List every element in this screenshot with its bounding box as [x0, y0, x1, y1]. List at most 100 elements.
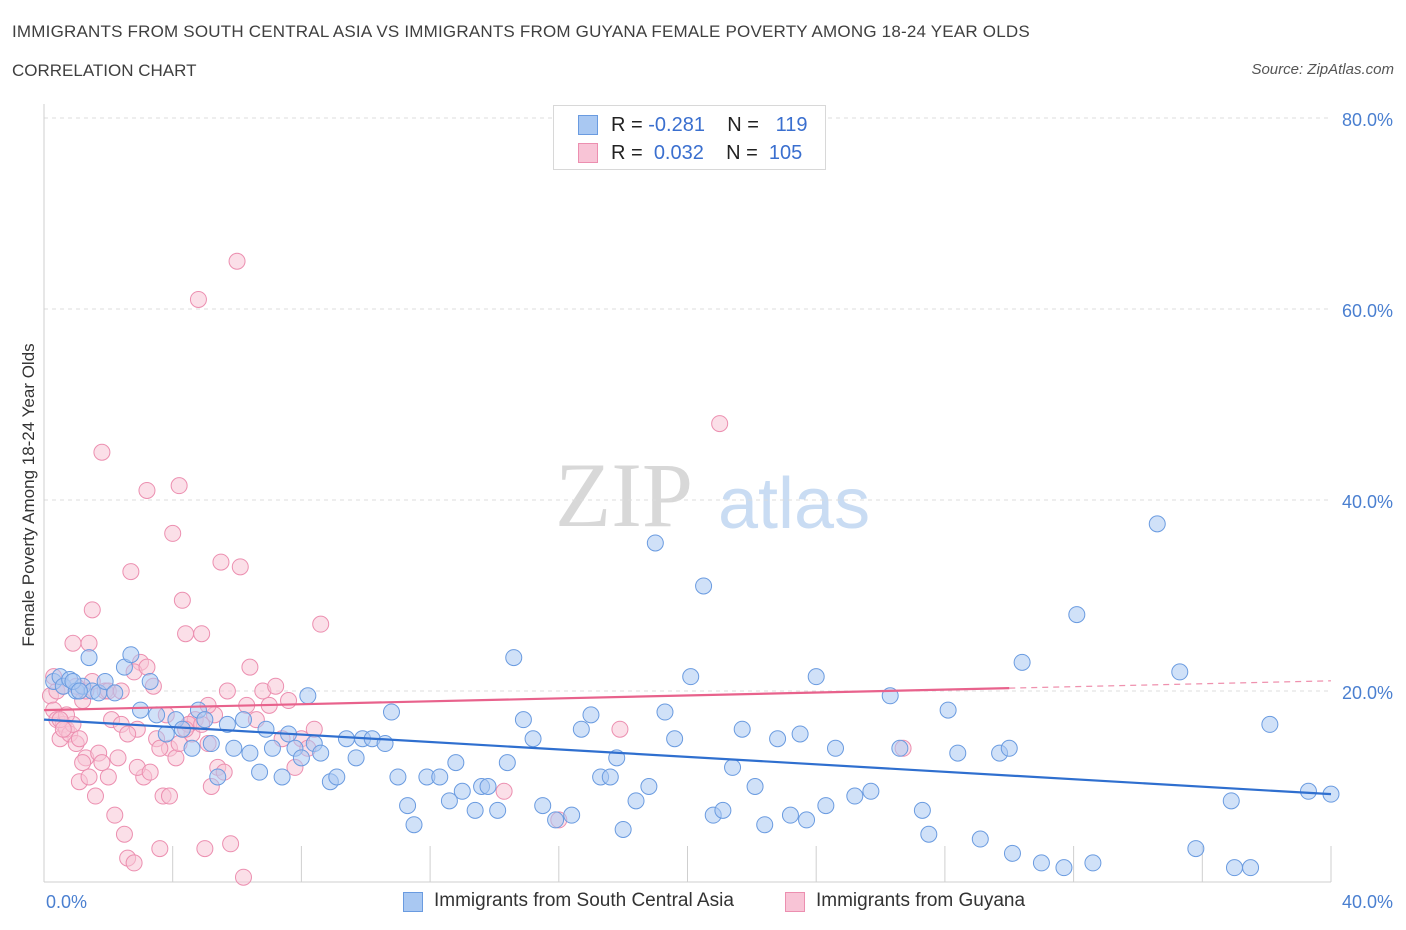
south-central-asia-point	[263, 739, 281, 757]
guyana-point	[193, 625, 211, 643]
r-value-pink: 0.032	[653, 142, 704, 164]
south-central-asia-point	[769, 730, 787, 748]
south-central-asia-point	[913, 801, 931, 819]
south-central-asia-point	[582, 706, 600, 724]
south-central-asia-point	[183, 739, 201, 757]
n-label: N =	[727, 114, 759, 136]
south-central-asia-point	[447, 754, 465, 772]
south-central-asia-point	[547, 811, 565, 829]
guyana-point	[109, 749, 127, 767]
south-central-asia-point	[1000, 739, 1018, 757]
south-central-asia-point	[827, 739, 845, 757]
south-central-asia-point	[733, 720, 751, 738]
guyana-point	[167, 749, 185, 767]
south-central-asia-point	[251, 763, 269, 781]
south-central-asia-point	[328, 768, 346, 786]
south-central-asia-point	[514, 711, 532, 729]
guyana-point	[125, 854, 143, 872]
south-central-asia-point	[80, 649, 98, 667]
south-central-asia-point	[299, 687, 317, 705]
south-central-asia-point	[798, 811, 816, 829]
guyana-point	[138, 658, 156, 676]
south-central-asia-point	[862, 782, 880, 800]
south-central-asia-point	[640, 778, 658, 795]
south-central-asia-point	[781, 806, 799, 824]
south-central-asia-point	[572, 720, 590, 738]
south-central-asia-point	[714, 801, 732, 819]
south-central-asia-point	[466, 801, 484, 819]
legend-label: Immigrants from Guyana	[816, 890, 1026, 911]
guyana-point	[222, 835, 240, 853]
y-axis-title: Female Poverty Among 18-24 Year Olds	[19, 343, 38, 646]
south-central-asia-point	[132, 701, 150, 719]
south-central-asia-point	[920, 825, 938, 843]
south-central-asia-point	[202, 735, 220, 753]
south-central-asia-point	[1084, 854, 1102, 872]
guyana-point	[70, 730, 88, 748]
guyana-point	[138, 481, 156, 499]
south-central-asia-point	[846, 787, 864, 805]
x-tick-label: 0.0%	[46, 892, 87, 912]
guyana-point	[177, 625, 195, 643]
guyana-point	[115, 825, 133, 843]
south-central-asia-point	[209, 768, 227, 786]
r-label: R =	[611, 142, 643, 164]
south-central-asia-point	[312, 744, 330, 762]
guyana-point	[241, 658, 259, 676]
r-value-blue: -0.281	[648, 114, 705, 136]
south-central-asia-point	[148, 706, 166, 724]
south-central-asia-point	[273, 768, 291, 786]
guyana-point	[170, 477, 188, 495]
south-central-asia-point	[1187, 840, 1205, 858]
south-central-asia-point	[218, 715, 236, 733]
south-central-asia-point	[453, 782, 471, 800]
south-central-asia-point	[534, 797, 552, 815]
guyana-point	[160, 787, 178, 805]
south-central-asia-point	[505, 649, 523, 667]
guyana-point	[218, 682, 236, 700]
south-central-asia-point	[646, 534, 664, 552]
guyana-point	[151, 840, 169, 858]
south-central-asia-point	[1171, 663, 1189, 681]
pink-swatch	[785, 892, 805, 912]
south-central-asia-point	[682, 668, 700, 686]
guyana-trendline	[43, 687, 1010, 712]
south-central-asia-point	[1055, 859, 1073, 877]
guyana-point	[611, 720, 629, 738]
n-value-pink: 105	[768, 142, 803, 164]
south-central-asia-point	[791, 725, 809, 743]
south-central-asia-point	[1003, 844, 1021, 862]
guyana-trendline-extension	[1009, 680, 1332, 689]
south-central-asia-point	[122, 646, 140, 664]
south-central-asia-point	[498, 754, 516, 772]
south-central-asia-point	[106, 684, 124, 702]
south-central-asia-point	[1013, 653, 1031, 671]
south-central-asia-point	[196, 711, 214, 729]
watermark-atlas: atlas	[718, 464, 870, 544]
south-central-asia-point	[524, 730, 542, 748]
south-central-asia-point	[405, 816, 423, 834]
guyana-point	[93, 754, 111, 772]
guyana-point	[64, 634, 82, 652]
y-tick-label: 80.0%	[1342, 110, 1393, 130]
south-central-asia-point	[382, 703, 400, 721]
south-central-asia-point	[756, 816, 774, 834]
chart-subtitle: CORRELATION CHART	[12, 61, 197, 80]
guyana-point	[119, 725, 137, 743]
south-central-asia-point	[1148, 515, 1166, 533]
south-central-asia-point	[157, 725, 175, 743]
guyana-point	[86, 787, 104, 805]
blue-swatch	[403, 892, 423, 912]
south-central-asia-point	[479, 778, 497, 795]
guyana-point	[234, 868, 252, 886]
guyana-point	[151, 739, 169, 757]
legend-label: Immigrants from South Central Asia	[434, 890, 734, 911]
guyana-point	[164, 524, 182, 542]
south-central-asia-point	[347, 749, 365, 767]
n-label: N =	[726, 142, 758, 164]
guyana-point	[495, 782, 513, 800]
watermark-zip: ZIP	[555, 444, 693, 546]
guyana-point	[80, 768, 98, 786]
south-central-asia-point	[1068, 606, 1086, 624]
